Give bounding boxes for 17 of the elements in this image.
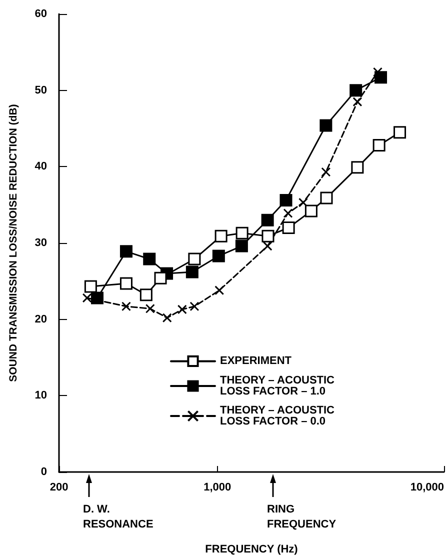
- y-tick-label: 50: [34, 84, 47, 96]
- y-tick-label: 0: [40, 466, 47, 478]
- x-tick-label: 10,000: [410, 482, 444, 494]
- legend-label: THEORY – ACOUSTIC LOSS FACTOR – 0.0: [220, 404, 338, 428]
- text: RING FREQUENCY: [267, 504, 337, 530]
- x-tick-label: 200: [50, 482, 68, 494]
- text: D. W. RESONANCE: [83, 504, 154, 530]
- y-tick-label: 20: [34, 313, 47, 326]
- y-tick-label: 40: [34, 160, 47, 173]
- y-tick-label: 60: [34, 8, 47, 20]
- legend-label: EXPERIMENT: [220, 355, 292, 368]
- x-tick-label: 1,000: [204, 482, 232, 494]
- y-tick-label: 10: [34, 390, 47, 402]
- y-tick-label: 30: [34, 237, 47, 249]
- x-axis-title: FREQUENCY (Hz): [205, 544, 298, 556]
- y-axis-title: SOUND TRANSMISSION LOSS/NOISE REDUCTION (dB): [8, 104, 20, 382]
- legend-label: THEORY – ACOUSTIC LOSS FACTOR – 1.0: [220, 374, 338, 398]
